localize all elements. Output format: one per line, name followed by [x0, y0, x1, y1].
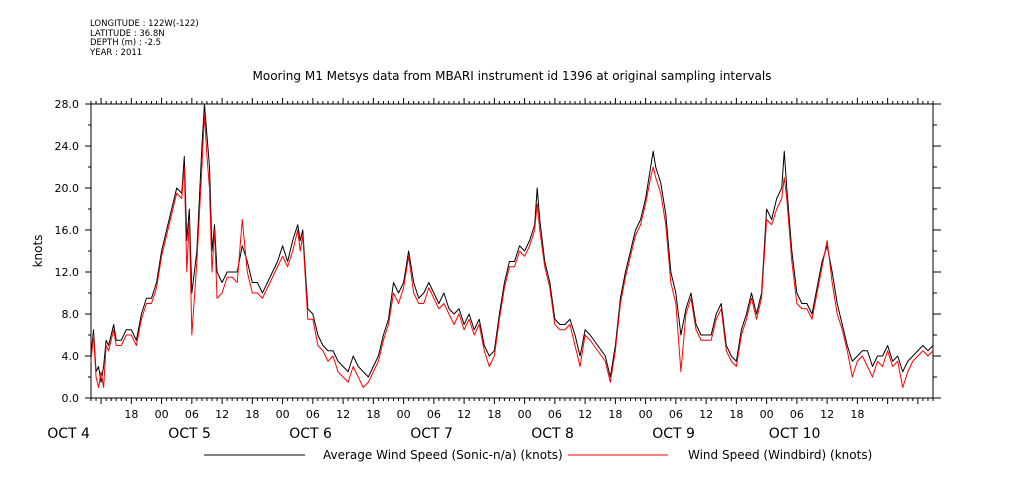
series-layer — [90, 103, 934, 388]
series-line-average-wind-speed — [90, 103, 934, 383]
series-line-windbird-wind-speed — [90, 114, 934, 388]
x-hour-label: 12 — [820, 408, 834, 421]
x-date-label: OCT 10 — [769, 426, 821, 442]
x-hour-label: 00 — [518, 408, 532, 421]
x-date-label: OCT 6 — [289, 426, 332, 442]
y-tick-label: 0.0 — [62, 392, 80, 405]
x-hour-label: 06 — [669, 408, 683, 421]
x-hour-label: 12 — [215, 408, 229, 421]
x-hour-label: 18 — [366, 408, 380, 421]
y-tick-label: 12.0 — [55, 266, 80, 279]
y-tick-label: 4.0 — [62, 350, 80, 363]
y-tick-label: 16.0 — [55, 224, 80, 237]
x-hour-label: 00 — [155, 408, 169, 421]
x-hour-label: 18 — [850, 408, 864, 421]
year-label: YEAR : 2011 — [90, 47, 143, 58]
chart-legend: Average Wind Speed (Sonic-n/a) (knots) Wi… — [204, 448, 872, 462]
x-hour-label: 18 — [245, 408, 259, 421]
x-hour-label: 06 — [185, 408, 199, 421]
y-tick-label: 28.0 — [55, 98, 80, 111]
x-hour-label: 18 — [487, 408, 501, 421]
x-hour-label: 06 — [306, 408, 320, 421]
legend-label-windbird: Wind Speed (Windbird) (knots) — [688, 448, 872, 462]
y-tick-label: 24.0 — [55, 140, 80, 153]
x-date-label: OCT 8 — [531, 426, 574, 442]
y-tick-label: 20.0 — [55, 182, 80, 195]
legend-label-average: Average Wind Speed (Sonic-n/a) (knots) — [323, 448, 563, 462]
x-hour-label: 12 — [578, 408, 592, 421]
x-hour-label: 00 — [397, 408, 411, 421]
x-hour-label: 00 — [639, 408, 653, 421]
x-date-label: OCT 9 — [652, 426, 695, 442]
longitude-label: LONGITUDE : 122W(-122) — [90, 19, 199, 29]
x-hour-label: 12 — [336, 408, 350, 421]
chart-title: Mooring M1 Metsys data from MBARI instru… — [253, 69, 772, 83]
x-hour-label: 12 — [699, 408, 713, 421]
plot-frame — [90, 103, 934, 399]
latitude-label: LATITUDE : 36.8N — [90, 28, 165, 39]
x-hour-label: 06 — [548, 408, 562, 421]
x-hour-label: 18 — [608, 408, 622, 421]
x-hour-label: 18 — [124, 408, 138, 421]
x-hour-label: 06 — [427, 408, 441, 421]
x-date-label: OCT 4 — [47, 426, 90, 442]
x-hour-label: 00 — [760, 408, 774, 421]
x-hour-label: 06 — [790, 408, 804, 421]
plot-axes: 0.0 4.0 8.0 12.0 16.0 20.0 24.0 28.0 knots 18 00 06… — [31, 98, 941, 442]
x-hour-label: 00 — [276, 408, 290, 421]
y-axis-label: knots — [31, 235, 45, 268]
x-hour-label: 18 — [729, 408, 743, 421]
x-hour-label: 12 — [457, 408, 471, 421]
y-tick-label: 8.0 — [62, 308, 80, 321]
x-date-label: OCT 7 — [410, 426, 453, 442]
metadata-block: LONGITUDE : 122W(-122) LATITUDE : 36.8N … — [90, 19, 199, 58]
depth-label: DEPTH (m) : -2.5 — [90, 38, 162, 49]
x-date-label: OCT 5 — [168, 426, 211, 442]
